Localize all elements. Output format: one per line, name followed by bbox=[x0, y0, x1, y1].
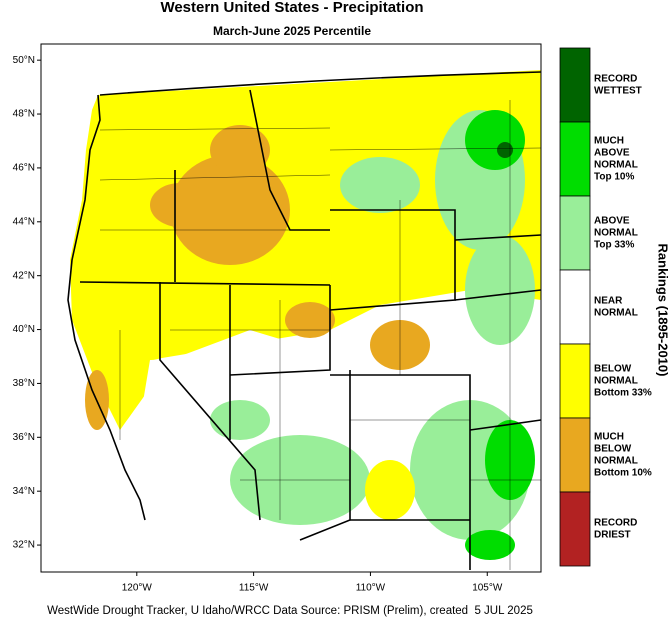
legend-label: NORMAL bbox=[594, 228, 638, 239]
legend-swatch bbox=[559, 343, 591, 419]
legend-label: NEAR bbox=[594, 296, 623, 307]
legend-label: BELOW bbox=[594, 444, 632, 455]
legend-label: Top 33% bbox=[594, 240, 634, 251]
legend-swatch bbox=[559, 417, 591, 493]
legend-label: MUCH bbox=[594, 432, 624, 443]
y-tick-label: 50°N bbox=[13, 55, 35, 66]
legend-label: NORMAL bbox=[594, 456, 638, 467]
y-tick-label: 40°N bbox=[13, 324, 35, 335]
legend-swatch bbox=[559, 195, 591, 271]
legend-swatch bbox=[559, 491, 591, 567]
legend-title: Rankings (1895-2010) bbox=[656, 244, 671, 377]
x-tick-label: 115°W bbox=[239, 583, 269, 594]
map-area bbox=[41, 44, 541, 572]
y-tick-label: 38°N bbox=[13, 378, 35, 389]
title: Western United States - Precipitation bbox=[160, 0, 423, 16]
legend-swatch bbox=[559, 269, 591, 345]
y-tick-label: 32°N bbox=[13, 540, 35, 551]
legend-label: RECORD bbox=[594, 74, 637, 85]
legend-label: RECORD bbox=[594, 518, 637, 529]
y-tick-label: 42°N bbox=[13, 270, 35, 281]
y-tick-label: 46°N bbox=[13, 163, 35, 174]
x-tick-label: 120°W bbox=[122, 583, 153, 594]
legend-label: Bottom 33% bbox=[594, 388, 652, 399]
y-tick-label: 34°N bbox=[13, 486, 35, 497]
legend-label: Top 10% bbox=[594, 172, 634, 183]
legend-label: WETTEST bbox=[594, 86, 642, 97]
x-tick-label: 105°W bbox=[472, 583, 503, 594]
legend-label: ABOVE bbox=[594, 216, 630, 227]
plot-frame bbox=[40, 43, 542, 573]
legend-label: MUCH bbox=[594, 136, 624, 147]
legend-label: Bottom 10% bbox=[594, 468, 652, 479]
y-tick-label: 36°N bbox=[13, 432, 35, 443]
y-tick-label: 44°N bbox=[13, 216, 35, 227]
subtitle: March-June 2025 Percentile bbox=[213, 24, 371, 38]
y-tick-label: 48°N bbox=[13, 109, 35, 120]
legend-label: ABOVE bbox=[594, 148, 630, 159]
legend-swatch bbox=[559, 47, 591, 123]
legend-label: DRIEST bbox=[594, 530, 631, 541]
legend-label: NORMAL bbox=[594, 160, 638, 171]
legend-label: NORMAL bbox=[594, 308, 638, 319]
legend-label: BELOW bbox=[594, 364, 632, 375]
legend-label: NORMAL bbox=[594, 376, 638, 387]
legend-swatch bbox=[559, 121, 591, 197]
footer: WestWide Drought Tracker, U Idaho/WRCC D… bbox=[47, 605, 533, 617]
x-tick-label: 110°W bbox=[356, 583, 386, 594]
